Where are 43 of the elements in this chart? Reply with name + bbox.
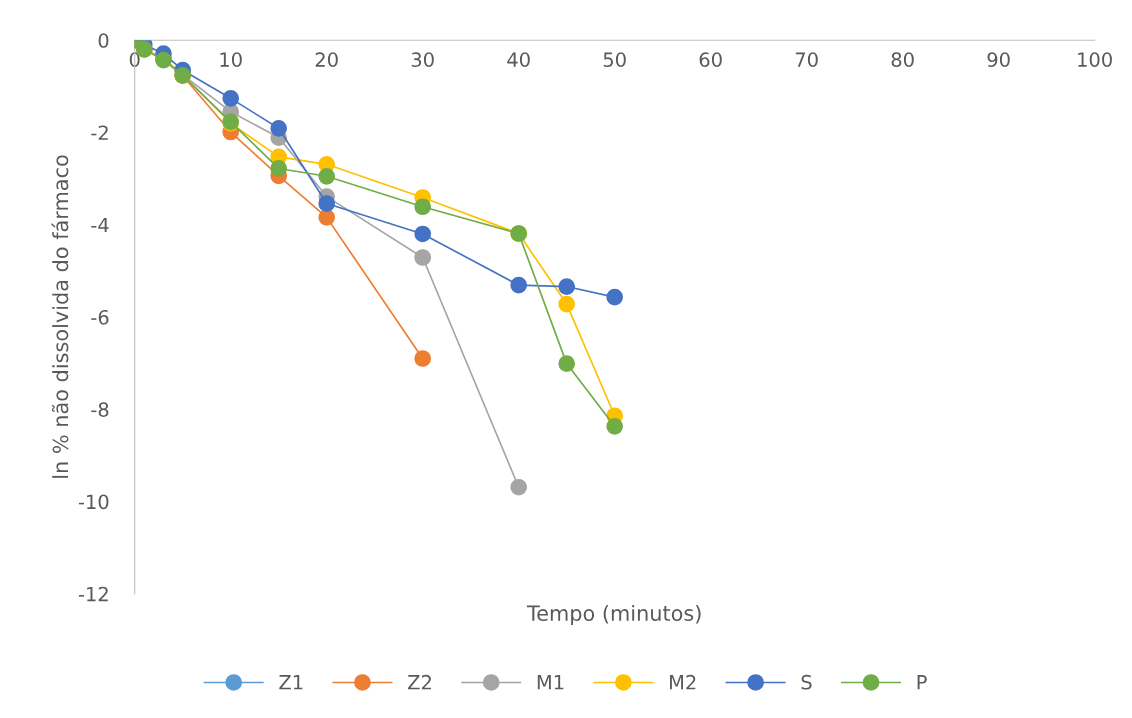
legend-label: M1 [537, 675, 564, 690]
legend-label: Z2 [408, 674, 431, 690]
x-tick-label: 10 [220, 52, 242, 67]
x-tick-label: 20 [315, 52, 338, 67]
legend-label: S [801, 674, 812, 690]
point [270, 160, 288, 177]
x-tick-label: 90 [987, 52, 1010, 67]
legend-label: P [917, 675, 927, 690]
legend-label: Z1 [279, 675, 303, 690]
point [510, 478, 528, 496]
point [270, 119, 288, 137]
y-tick-label: -8 [91, 402, 109, 417]
y-tick-label: -6 [91, 309, 109, 325]
point [414, 198, 432, 216]
point [414, 350, 432, 367]
point [510, 276, 528, 294]
y-tick-label: -10 [78, 494, 109, 510]
point [606, 417, 624, 435]
x-tick-label: 30 [411, 52, 434, 67]
point [318, 167, 336, 185]
y-tick-label: -2 [91, 125, 108, 140]
x-tick-label: 0 [129, 52, 140, 67]
point [414, 249, 432, 266]
y-tick-label: -12 [78, 586, 108, 602]
point [558, 295, 576, 313]
point [318, 209, 336, 226]
legend-label: M2 [670, 674, 696, 690]
point [558, 355, 576, 372]
x-tick-label: 50 [603, 52, 626, 67]
x-tick-label: 60 [699, 52, 722, 67]
y-tick-label: -4 [91, 217, 109, 233]
x-axis-title: Tempo (minutos) [526, 604, 701, 626]
point [318, 195, 336, 212]
x-tick-label: 100 [1078, 52, 1112, 67]
x-tick-label: 70 [795, 52, 818, 67]
x-tick-label: 80 [891, 52, 914, 67]
point [606, 288, 624, 306]
y-axis-title: ln % não dissolvida do fármaco [51, 155, 69, 478]
x-tick-label: 40 [507, 52, 530, 67]
point [222, 89, 240, 107]
point [414, 225, 432, 243]
y-tick-label: 0 [98, 33, 109, 48]
point [558, 278, 576, 295]
